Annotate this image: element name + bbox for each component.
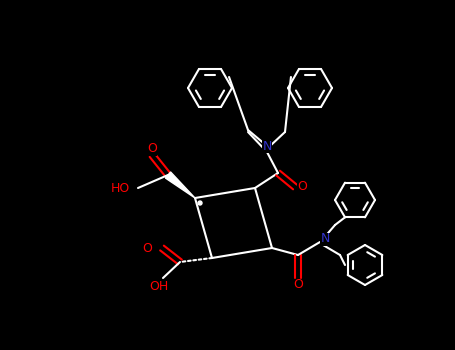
Text: HO: HO xyxy=(111,182,130,196)
Text: O: O xyxy=(297,181,307,194)
Text: O: O xyxy=(142,241,152,254)
Text: O: O xyxy=(147,142,157,155)
Circle shape xyxy=(198,201,202,205)
Text: O: O xyxy=(293,279,303,292)
Text: N: N xyxy=(320,232,330,245)
Polygon shape xyxy=(166,172,195,198)
Text: N: N xyxy=(263,140,272,153)
Text: OH: OH xyxy=(149,280,169,294)
